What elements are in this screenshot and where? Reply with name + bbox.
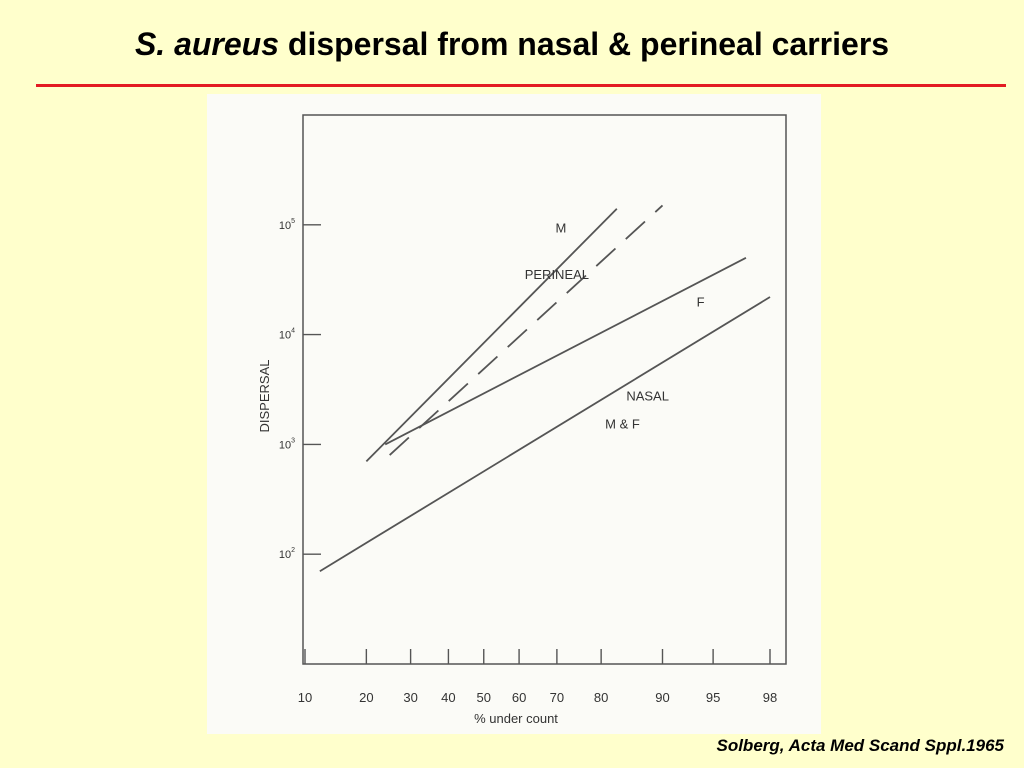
y-tick-exponent: 2 xyxy=(291,547,295,554)
y-axis-label: DISPERSAL xyxy=(257,360,272,433)
y-tick-exponent: 5 xyxy=(291,218,295,225)
series-line-nasal-mf xyxy=(319,296,771,572)
annotation-nasal: NASAL xyxy=(626,389,669,404)
annotation-perineal: PERINEAL xyxy=(525,267,589,282)
title-organism: S. aureus xyxy=(134,26,279,62)
chart-series xyxy=(319,204,771,572)
chart-annotations: M PERINEAL F NASAL M & F xyxy=(525,221,705,432)
y-tick-label: 104 xyxy=(279,328,295,342)
y-tick-label: 103 xyxy=(279,437,295,451)
x-tick-label: 95 xyxy=(706,690,720,705)
y-tick-label: 102 xyxy=(279,547,295,561)
figure-panel: 10 20 30 40 50 60 70 80 90 95 98 102 103 104 105 M PER… xyxy=(207,94,821,734)
x-tick-label: 98 xyxy=(763,690,777,705)
x-tick-label: 40 xyxy=(441,690,455,705)
x-axis-ticks: 10 20 30 40 50 60 70 80 90 95 98 xyxy=(298,649,777,705)
x-tick-label: 80 xyxy=(594,690,608,705)
annotation-m: M xyxy=(556,221,567,236)
series-line-perineal-m xyxy=(365,208,618,463)
series-line-perineal-f xyxy=(384,257,747,446)
x-tick-label: 10 xyxy=(298,690,312,705)
series-line-perineal-dashed xyxy=(389,204,664,456)
x-tick-label: 70 xyxy=(550,690,564,705)
annotation-m-and-f: M & F xyxy=(605,416,640,431)
title-rest: dispersal from nasal & perineal carriers xyxy=(279,26,890,62)
x-tick-label: 90 xyxy=(655,690,669,705)
y-tick-base: 10 xyxy=(279,549,291,561)
y-tick-base: 10 xyxy=(279,220,291,232)
citation: Solberg, Acta Med Scand Sppl.1965 xyxy=(716,736,1004,755)
y-tick-base: 10 xyxy=(279,439,291,451)
x-tick-label: 30 xyxy=(403,690,417,705)
x-axis-label: % under count xyxy=(474,711,558,726)
y-tick-base: 10 xyxy=(279,330,291,342)
plot-frame xyxy=(302,114,787,665)
annotation-f: F xyxy=(697,295,705,310)
x-tick-label: 50 xyxy=(477,690,491,705)
x-tick-label: 60 xyxy=(512,690,526,705)
title-divider xyxy=(36,84,1006,87)
y-tick-exponent: 3 xyxy=(291,437,295,444)
slide-title: S. aureus dispersal from nasal & perinea… xyxy=(0,26,1024,63)
y-tick-exponent: 4 xyxy=(291,328,295,335)
x-tick-label: 20 xyxy=(359,690,373,705)
y-tick-label: 105 xyxy=(279,218,295,232)
